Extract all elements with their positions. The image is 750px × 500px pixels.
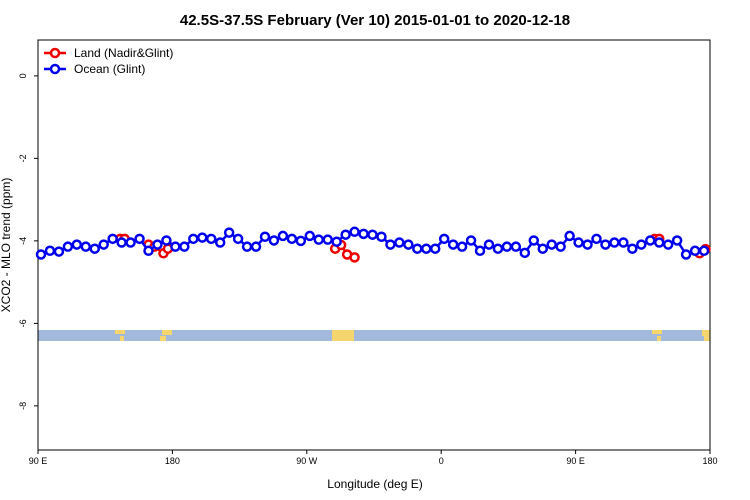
point: [134, 233, 145, 245]
point: [358, 228, 369, 240]
point: [438, 233, 450, 245]
legend-label: Ocean (Glint): [74, 62, 145, 76]
point: [600, 239, 611, 250]
point: [44, 245, 56, 257]
point: [510, 241, 522, 252]
point: [573, 237, 584, 248]
point: [412, 243, 423, 254]
point: [609, 237, 620, 248]
point: [385, 239, 396, 250]
point: [591, 233, 602, 245]
point: [259, 231, 271, 243]
point: [421, 243, 432, 254]
point: [519, 247, 531, 259]
point: [161, 235, 172, 246]
point: [456, 241, 468, 252]
point: [340, 229, 351, 240]
point: [474, 245, 486, 257]
point: [465, 235, 477, 246]
x-tick-label: 90 W: [296, 456, 318, 466]
point: [501, 241, 513, 252]
point: [295, 235, 307, 247]
point: [304, 230, 316, 242]
y-tick-label: -8: [18, 402, 28, 410]
x-tick-label: 180: [702, 456, 717, 466]
y-tick-label: -6: [18, 319, 28, 327]
point: [394, 237, 405, 248]
point: [286, 233, 298, 245]
y-tick-label: 0: [18, 73, 28, 78]
point: [62, 241, 74, 252]
point: [143, 245, 154, 257]
point: [662, 239, 674, 250]
y-axis-label: XCO2 - MLO trend (ppm): [0, 178, 13, 313]
point: [331, 236, 342, 247]
point: [205, 233, 217, 245]
plot-frame: [37, 39, 711, 451]
point: [241, 241, 253, 252]
land-mask: [115, 330, 710, 341]
point: [555, 241, 566, 252]
point: [349, 226, 360, 238]
legend-marker: [49, 47, 61, 59]
legend-label: Land (Nadir&Glint): [74, 46, 173, 60]
point: [564, 230, 575, 242]
point: [618, 237, 629, 248]
point: [367, 229, 378, 240]
point: [645, 235, 656, 246]
x-tick-label: 180: [165, 456, 180, 466]
surface-mask: [38, 330, 710, 341]
point: [71, 239, 83, 250]
point: [537, 243, 548, 254]
point: [322, 234, 333, 245]
point: [636, 239, 647, 250]
point: [582, 239, 593, 250]
point: [429, 243, 441, 254]
point: [232, 233, 244, 245]
chart-title: 42.5S-37.5S February (Ver 10) 2015-01-01…: [180, 12, 570, 29]
point: [313, 234, 324, 245]
point: [98, 239, 109, 250]
legend-marker: [49, 63, 61, 75]
point: [528, 235, 540, 246]
point: [107, 233, 118, 245]
point: [80, 241, 92, 252]
y-tick-label: -2: [18, 154, 28, 162]
point: [671, 235, 683, 246]
point: [447, 239, 459, 250]
point: [250, 241, 262, 252]
point: [214, 237, 226, 248]
point: [492, 243, 504, 254]
point: [35, 249, 47, 260]
x-tick-label: 90 E: [29, 456, 48, 466]
y-tick-label: -4: [18, 237, 28, 245]
point: [680, 249, 692, 260]
point: [116, 237, 127, 248]
point: [268, 235, 280, 246]
point: [223, 227, 235, 238]
point: [483, 239, 495, 250]
x-tick-label: 90 E: [566, 456, 585, 466]
point: [698, 245, 710, 257]
point: [277, 230, 289, 242]
point: [197, 232, 208, 243]
point: [179, 241, 190, 252]
x-axis-label: Longitude (deg E): [327, 477, 422, 491]
point: [89, 243, 100, 254]
point: [376, 231, 387, 243]
x-tick-label: 0: [439, 456, 444, 466]
point: [403, 239, 414, 250]
point: [546, 239, 557, 250]
point: [689, 245, 701, 257]
point: [170, 241, 181, 252]
point: [653, 237, 665, 248]
point: [53, 246, 65, 257]
point: [125, 237, 136, 248]
point: [349, 252, 360, 263]
point: [188, 233, 199, 245]
point: [627, 243, 638, 254]
point: [152, 239, 163, 250]
